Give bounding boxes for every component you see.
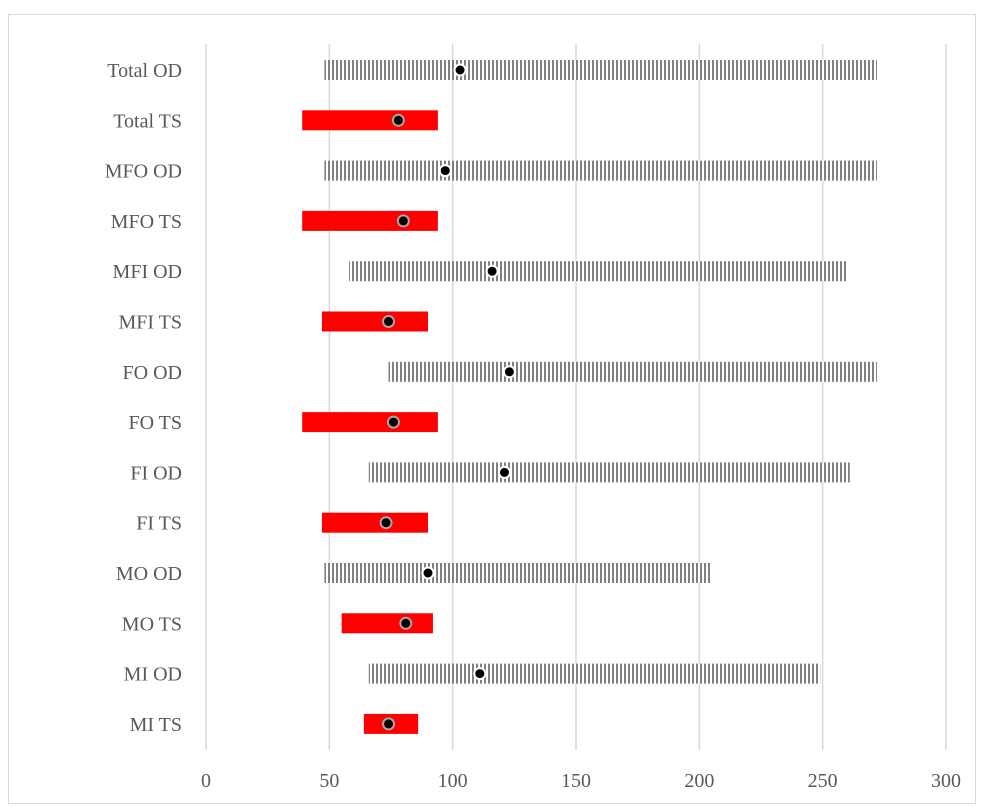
point-marker-fo-ts — [386, 415, 400, 429]
range-bar-mo-ts — [341, 613, 433, 634]
category-label: Total OD — [107, 60, 182, 82]
x-tick-label: 250 — [808, 770, 838, 792]
point-marker-mfi-ts — [382, 315, 396, 328]
category-label: MO OD — [116, 563, 182, 585]
range-bar-total-od — [324, 60, 877, 80]
range-bars — [302, 60, 877, 734]
category-label: FI TS — [136, 513, 182, 535]
range-bar-fi-od — [368, 462, 850, 483]
range-bar-total-ts — [302, 110, 438, 131]
range-bar-mo-od — [324, 563, 712, 583]
point-marker-fo-od — [502, 365, 516, 379]
point-marker-mfo-ts — [396, 214, 410, 228]
x-tick-label: 50 — [319, 770, 339, 792]
range-bar-fo-ts — [302, 412, 438, 433]
category-label: FO OD — [123, 362, 182, 384]
category-label: MFI TS — [118, 312, 182, 334]
category-label: MFO OD — [105, 161, 182, 183]
range-bar-fi-ts — [321, 512, 428, 533]
point-marker-mfo-od — [438, 164, 452, 178]
category-label: Total TS — [113, 110, 182, 132]
x-tick-label: 0 — [201, 770, 211, 792]
point-marker-mo-od — [421, 566, 435, 580]
point-marker-mi-ts — [382, 717, 396, 731]
x-tick-label: 150 — [561, 770, 591, 792]
category-label: FO TS — [128, 412, 182, 434]
category-label: MFO TS — [111, 211, 182, 233]
range-bar-mi-od — [368, 663, 821, 684]
category-label: MFI OD — [113, 261, 182, 283]
range-bar-mfi-ts — [321, 311, 428, 332]
point-marker-fi-ts — [379, 516, 393, 530]
point-marker-mi-od — [473, 667, 487, 681]
x-tick-label: 200 — [684, 770, 714, 792]
gridlines — [205, 44, 947, 750]
range-bar-mfi-od — [349, 261, 848, 282]
point-marker-total-od — [453, 63, 467, 77]
category-label: MI OD — [124, 664, 182, 686]
range-bar-mfo-ts — [302, 210, 438, 231]
category-label: MI TS — [130, 714, 182, 736]
point-marker-fi-od — [497, 465, 511, 479]
x-tick-label: 100 — [438, 770, 468, 792]
point-marker-total-ts — [391, 113, 405, 127]
category-labels: Total OD Total TS MFO OD MFO TS MFI OD MFI TS… — [105, 60, 182, 736]
category-label: MO TS — [122, 613, 182, 635]
point-marker-mo-ts — [399, 616, 413, 630]
range-bar-mfo-od — [324, 160, 877, 181]
range-bar-fo-od — [388, 361, 877, 382]
x-tick-label: 300 — [931, 770, 961, 792]
point-marker-mfi-od — [485, 264, 499, 278]
point-markers — [379, 63, 516, 731]
x-axis-tick-labels: 0 50 100 150 200 250 300 — [201, 770, 961, 792]
category-label: FI OD — [130, 462, 182, 484]
